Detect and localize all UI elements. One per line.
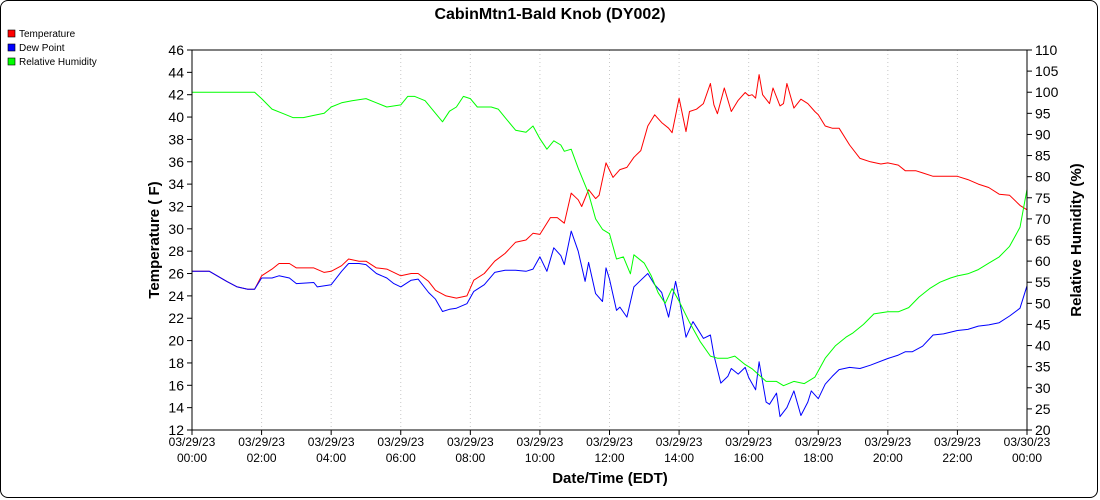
x-tick-time: 12:00 xyxy=(594,451,624,465)
y-axis-right: 20 25 30 35 40 45 50 55 60 65 70 75 80 85 90 95 100 105 11… xyxy=(1027,42,1059,438)
legend-item-dew-point: Dew Point xyxy=(7,43,65,54)
x-tick-date: 03/29/23 xyxy=(517,435,564,449)
y-axis-label-humidity: Relative Humidity (%) xyxy=(1068,163,1085,316)
y-tick-label: 40 xyxy=(168,109,184,125)
x-tick-date: 03/29/23 xyxy=(586,435,633,449)
y-tick-label: 26 xyxy=(168,266,184,282)
x-tick-time: 14:00 xyxy=(664,451,694,465)
y-tick-label: 18 xyxy=(168,355,184,371)
y-tick-label: 46 xyxy=(168,42,184,58)
temperature-line xyxy=(192,74,1028,299)
y2-tick-label: 20 xyxy=(1035,422,1051,438)
y2-tick-label: 50 xyxy=(1035,295,1051,311)
y2-tick-label: 75 xyxy=(1035,190,1051,206)
x-tick-time: 08:00 xyxy=(455,451,485,465)
x-tick-date: 03/29/23 xyxy=(934,435,981,449)
y-tick-label: 24 xyxy=(168,288,184,304)
x-tick-time: 18:00 xyxy=(803,451,833,465)
y2-tick-label: 40 xyxy=(1035,338,1051,354)
legend: Temperature Dew Point Relative Humidity xyxy=(7,29,97,68)
legend-item-relative-humidity: Relative Humidity xyxy=(7,57,97,68)
y-tick-label: 14 xyxy=(168,400,184,416)
x-tick-date: 03/29/23 xyxy=(725,435,772,449)
legend-swatch-relative-humidity xyxy=(7,57,16,66)
y2-tick-label: 70 xyxy=(1035,211,1051,227)
y2-tick-label: 25 xyxy=(1035,401,1051,417)
y2-tick-label: 105 xyxy=(1035,63,1059,79)
y-tick-label: 38 xyxy=(168,131,184,147)
y2-tick-label: 65 xyxy=(1035,232,1051,248)
y-axis-left: 12 14 16 18 20 22 24 26 28 30 32 34 36 38 40 42 44 46 xyxy=(168,42,192,438)
x-tick-time: 22:00 xyxy=(942,451,972,465)
legend-item-temperature: Temperature xyxy=(7,29,76,40)
x-tick-time: 04:00 xyxy=(316,451,346,465)
y-tick-label: 28 xyxy=(168,243,184,259)
y-tick-label: 34 xyxy=(168,176,184,192)
x-tick-date: 03/29/23 xyxy=(377,435,424,449)
x-tick-date: 03/29/23 xyxy=(656,435,703,449)
grid xyxy=(261,50,958,430)
x-tick-time: 20:00 xyxy=(873,451,903,465)
y2-tick-label: 100 xyxy=(1035,84,1059,100)
y2-tick-label: 85 xyxy=(1035,148,1051,164)
y-tick-label: 22 xyxy=(168,310,184,326)
y-tick-label: 32 xyxy=(168,198,184,214)
y-tick-label: 44 xyxy=(168,64,184,80)
legend-label-temperature: Temperature xyxy=(19,29,76,40)
y-tick-label: 12 xyxy=(168,422,184,438)
x-tick-date: 03/29/23 xyxy=(238,435,285,449)
y2-tick-label: 95 xyxy=(1035,105,1051,121)
x-axis-label: Date/Time (EDT) xyxy=(552,470,668,487)
series-lines xyxy=(192,74,1028,418)
y2-tick-label: 55 xyxy=(1035,274,1051,290)
y-tick-label: 30 xyxy=(168,221,184,237)
legend-label-dew-point: Dew Point xyxy=(19,43,65,54)
x-tick-date: 03/29/23 xyxy=(308,435,355,449)
x-axis: 03/29/23 00:00 03/29/23 02:00 03/29/23 04:00 0… xyxy=(169,430,1051,465)
y2-tick-label: 90 xyxy=(1035,126,1051,142)
legend-label-relative-humidity: Relative Humidity xyxy=(19,57,97,68)
x-tick-date: 03/29/23 xyxy=(795,435,842,449)
dew-point-line xyxy=(192,230,1028,418)
x-tick-time: 16:00 xyxy=(734,451,764,465)
plot-border xyxy=(191,49,1028,431)
y2-tick-label: 110 xyxy=(1035,42,1058,58)
y-tick-label: 16 xyxy=(168,377,184,393)
y2-tick-label: 30 xyxy=(1035,380,1051,396)
x-tick-date: 03/29/23 xyxy=(447,435,494,449)
y-tick-label: 20 xyxy=(168,333,184,349)
y-tick-label: 42 xyxy=(168,87,184,103)
y2-tick-label: 80 xyxy=(1035,169,1051,185)
x-tick-time: 10:00 xyxy=(525,451,555,465)
y2-tick-label: 35 xyxy=(1035,359,1051,375)
y2-tick-label: 60 xyxy=(1035,253,1051,269)
legend-swatch-temperature xyxy=(7,29,16,38)
y2-tick-label: 45 xyxy=(1035,316,1051,332)
x-tick-date: 03/29/23 xyxy=(864,435,911,449)
x-tick-time: 02:00 xyxy=(247,451,277,465)
x-tick-time: 00:00 xyxy=(1012,451,1042,465)
x-tick-date: 03/30/23 xyxy=(1004,435,1051,449)
x-tick-time: 06:00 xyxy=(386,451,416,465)
chart-title: CabinMtn1-Bald Knob (DY002) xyxy=(434,6,665,23)
x-tick-time: 00:00 xyxy=(177,451,207,465)
y-tick-label: 36 xyxy=(168,154,184,170)
relative-humidity-line xyxy=(192,91,1028,387)
x-tick-date: 03/29/23 xyxy=(169,435,216,449)
y-axis-label-temperature: Temperature ( F) xyxy=(146,181,163,298)
legend-swatch-dew-point xyxy=(7,43,16,52)
